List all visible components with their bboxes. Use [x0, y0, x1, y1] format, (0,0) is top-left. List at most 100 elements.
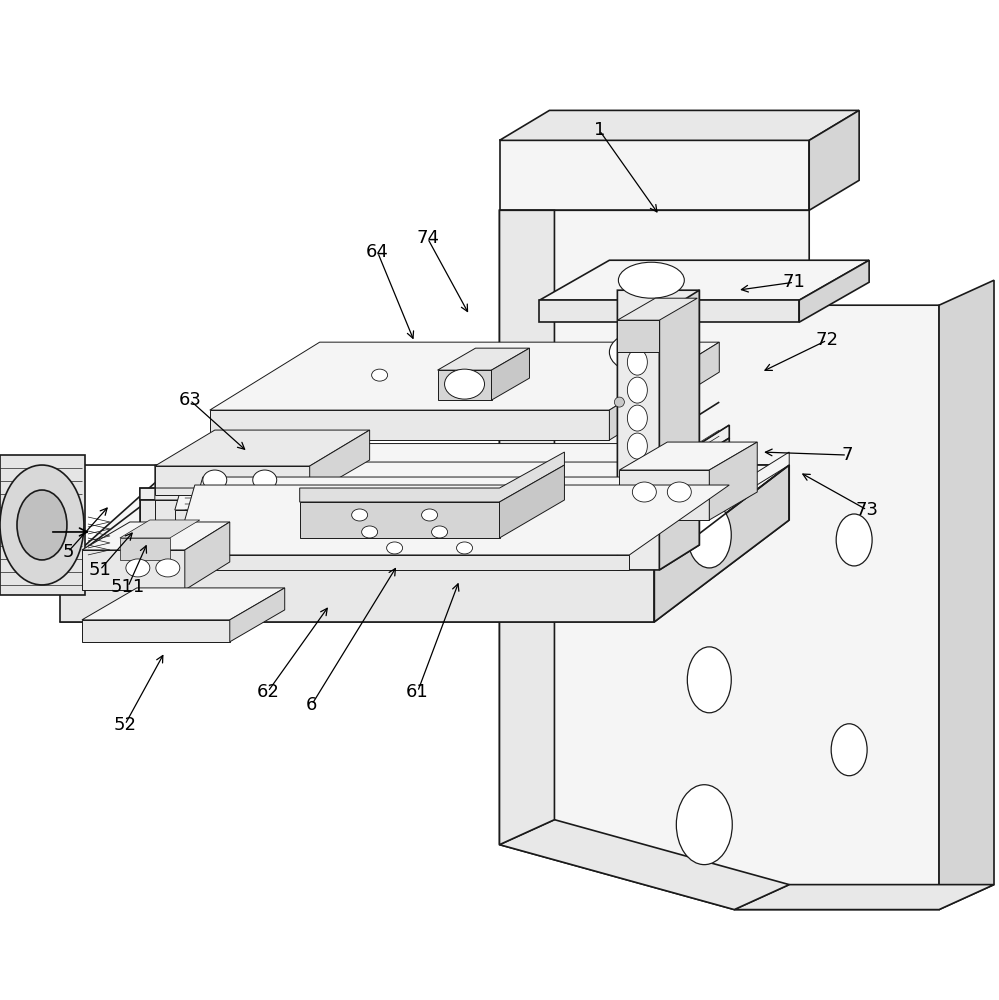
- Ellipse shape: [667, 482, 691, 502]
- Polygon shape: [300, 452, 564, 502]
- Ellipse shape: [687, 502, 731, 568]
- Polygon shape: [438, 348, 529, 370]
- Polygon shape: [619, 470, 709, 520]
- Polygon shape: [0, 455, 85, 595]
- Polygon shape: [799, 260, 869, 322]
- Polygon shape: [175, 444, 714, 510]
- Polygon shape: [175, 510, 619, 522]
- Ellipse shape: [203, 470, 227, 490]
- Text: 511: 511: [111, 578, 145, 596]
- Text: 1: 1: [593, 121, 605, 139]
- Polygon shape: [82, 588, 285, 620]
- Polygon shape: [185, 462, 699, 525]
- Polygon shape: [175, 485, 729, 555]
- Polygon shape: [155, 500, 255, 540]
- Polygon shape: [659, 290, 699, 570]
- Polygon shape: [438, 370, 492, 400]
- Polygon shape: [939, 280, 994, 910]
- Polygon shape: [60, 465, 789, 568]
- Polygon shape: [255, 465, 310, 540]
- Text: 5: 5: [62, 543, 74, 561]
- Ellipse shape: [17, 490, 67, 560]
- Polygon shape: [140, 500, 629, 525]
- Polygon shape: [175, 555, 629, 570]
- Polygon shape: [617, 298, 697, 320]
- Polygon shape: [155, 465, 310, 500]
- Ellipse shape: [126, 559, 150, 577]
- Ellipse shape: [457, 542, 473, 554]
- Ellipse shape: [618, 262, 684, 298]
- Text: 51: 51: [89, 561, 111, 579]
- Text: 62: 62: [257, 683, 279, 701]
- Polygon shape: [60, 568, 654, 622]
- Ellipse shape: [627, 349, 647, 375]
- Polygon shape: [500, 820, 789, 910]
- Polygon shape: [230, 588, 285, 642]
- Polygon shape: [185, 540, 609, 552]
- Polygon shape: [185, 522, 230, 590]
- Polygon shape: [82, 550, 185, 590]
- Ellipse shape: [156, 559, 180, 577]
- Polygon shape: [500, 520, 699, 545]
- Ellipse shape: [432, 526, 448, 538]
- Ellipse shape: [627, 461, 647, 487]
- Ellipse shape: [422, 509, 438, 521]
- Ellipse shape: [253, 470, 277, 490]
- Polygon shape: [809, 110, 859, 210]
- Polygon shape: [500, 110, 859, 140]
- Text: 64: 64: [367, 243, 389, 261]
- Polygon shape: [619, 452, 789, 570]
- Polygon shape: [500, 210, 554, 845]
- Polygon shape: [82, 522, 230, 550]
- Text: 63: 63: [179, 391, 201, 409]
- Polygon shape: [617, 290, 699, 570]
- Text: 72: 72: [815, 331, 839, 349]
- Text: 7: 7: [841, 446, 853, 464]
- Ellipse shape: [627, 517, 647, 543]
- Polygon shape: [619, 442, 757, 470]
- Polygon shape: [120, 538, 170, 560]
- Ellipse shape: [614, 397, 624, 407]
- Polygon shape: [617, 320, 659, 352]
- Text: 52: 52: [113, 716, 137, 734]
- Polygon shape: [60, 465, 789, 568]
- Ellipse shape: [627, 489, 647, 515]
- Ellipse shape: [372, 369, 388, 381]
- Ellipse shape: [627, 405, 647, 431]
- Polygon shape: [140, 425, 729, 500]
- Polygon shape: [60, 520, 789, 622]
- Ellipse shape: [0, 465, 84, 585]
- Polygon shape: [539, 300, 799, 322]
- Polygon shape: [155, 466, 310, 495]
- Ellipse shape: [627, 321, 647, 347]
- Ellipse shape: [836, 514, 872, 566]
- Text: 71: 71: [783, 273, 805, 291]
- Text: 73: 73: [855, 501, 879, 519]
- Polygon shape: [500, 465, 564, 538]
- Polygon shape: [185, 525, 609, 537]
- Ellipse shape: [445, 369, 485, 399]
- Polygon shape: [654, 465, 789, 622]
- Polygon shape: [500, 445, 699, 470]
- Polygon shape: [210, 410, 609, 440]
- Polygon shape: [500, 210, 939, 910]
- Ellipse shape: [362, 526, 378, 538]
- Ellipse shape: [387, 542, 403, 554]
- Polygon shape: [539, 260, 869, 300]
- Polygon shape: [185, 477, 699, 540]
- Ellipse shape: [632, 482, 656, 502]
- Text: 61: 61: [407, 683, 429, 701]
- Ellipse shape: [609, 332, 669, 372]
- Ellipse shape: [627, 433, 647, 459]
- Ellipse shape: [352, 509, 368, 521]
- Polygon shape: [310, 430, 370, 495]
- Polygon shape: [629, 438, 729, 525]
- Ellipse shape: [831, 724, 867, 776]
- Polygon shape: [500, 470, 659, 545]
- Text: 6: 6: [306, 696, 318, 714]
- Polygon shape: [492, 348, 529, 400]
- Ellipse shape: [687, 647, 731, 713]
- Polygon shape: [300, 502, 500, 538]
- Polygon shape: [120, 520, 200, 538]
- Ellipse shape: [676, 785, 732, 865]
